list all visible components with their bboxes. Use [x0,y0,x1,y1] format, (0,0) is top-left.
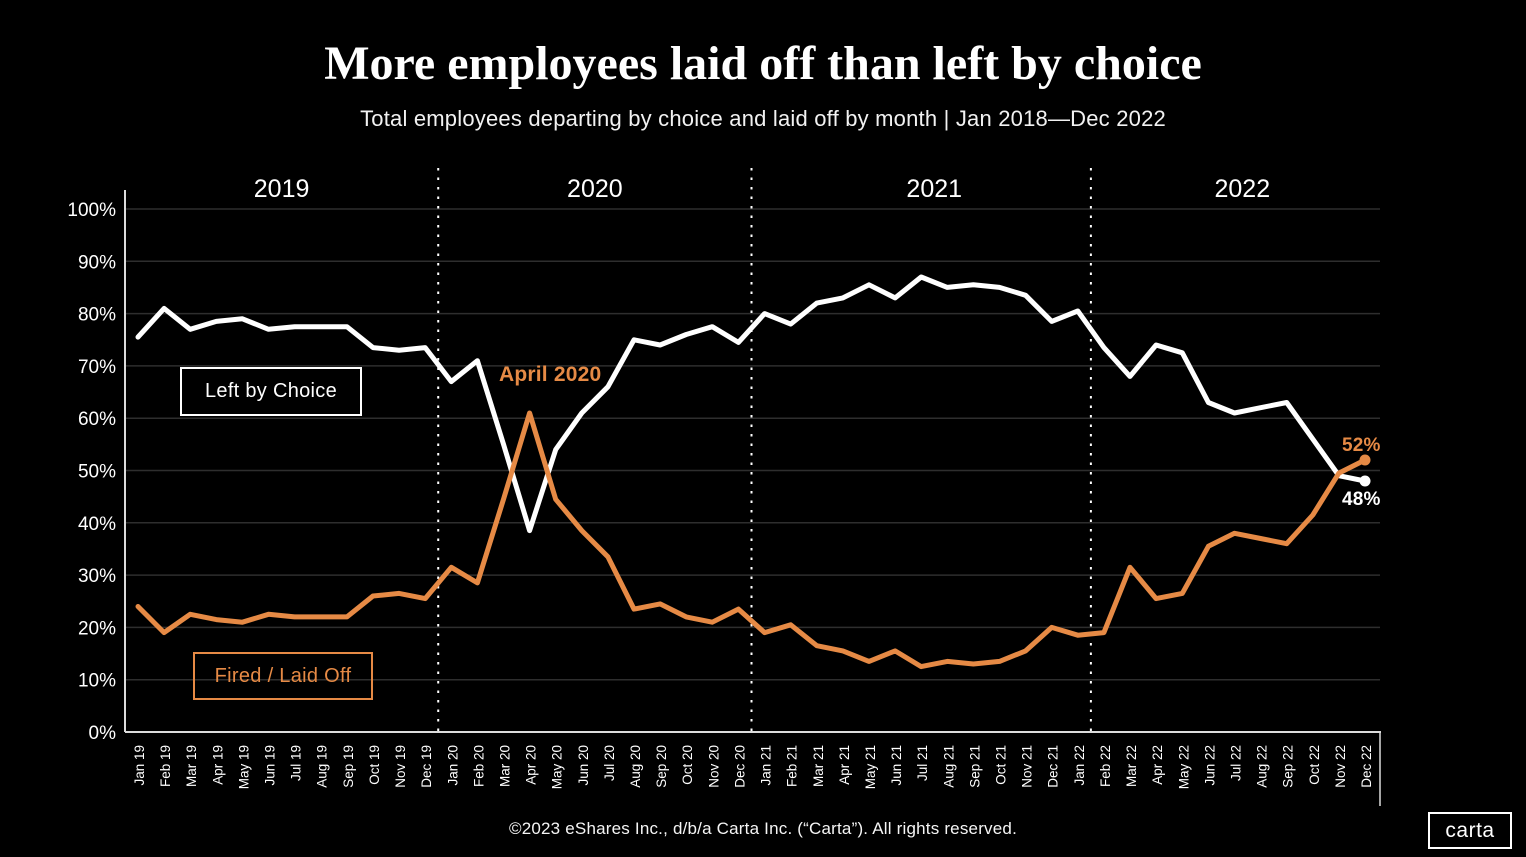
x-tick-label: Mar 22 [1124,745,1139,787]
page-title: More employees laid off than left by cho… [324,37,1202,90]
x-tick-label: May 20 [550,745,565,789]
year-label: 2022 [1214,175,1270,203]
fired-laid-off-end-dot [1359,454,1371,466]
y-tick-label: 10% [78,671,116,692]
left-by-choice-end-dot [1359,475,1371,487]
legend-left-by-choice: Left by Choice [180,367,362,416]
year-label: 2020 [567,175,623,203]
x-tick-label: Nov 20 [706,745,721,788]
y-tick-label: 80% [78,305,116,326]
page-subtitle: Total employees departing by choice and … [360,106,1166,131]
x-tick-label: Nov 21 [1020,745,1035,788]
carta-logo: carta [1428,812,1512,849]
y-tick-label: 40% [78,514,116,535]
x-tick-label: Jun 19 [263,745,278,786]
x-tick-label: Sep 19 [341,745,356,788]
legend-fired-laid-off-label: Fired / Laid Off [214,664,352,687]
year-label: 2019 [254,175,310,203]
legend-left-by-choice-label: Left by Choice [204,380,338,402]
x-tick-label: Apr 22 [1150,745,1165,785]
x-tick-label: Nov 22 [1333,745,1348,788]
x-tick-label: Apr 21 [837,745,852,785]
x-tick-label: Oct 21 [994,745,1009,785]
end-value-fired-laid-off: 52% [1342,435,1381,456]
x-tick-label: Aug 19 [315,745,330,788]
fired-laid-off-line [135,410,1368,670]
x-tick-label: Feb 22 [1098,745,1113,787]
x-tick-label: Mar 21 [811,745,826,787]
x-tick-label: Feb 19 [158,745,173,787]
y-tick-label: 90% [78,252,116,273]
y-tick-label: 70% [78,357,116,378]
x-tick-label: Dec 22 [1359,745,1374,788]
y-tick-label: 50% [78,462,116,483]
x-tick-label: Sep 22 [1281,745,1296,788]
x-tick-label: Dec 21 [1046,745,1061,788]
x-tick-label: Aug 22 [1255,745,1270,788]
y-tick-label: 0% [89,723,117,744]
x-tick-label: May 19 [236,745,251,789]
y-tick-label: 60% [78,409,116,430]
y-tick-label: 30% [78,566,116,587]
x-tick-label: Oct 22 [1307,745,1322,785]
y-tick-label: 100% [67,200,116,221]
x-tick-label: Dec 20 [732,745,747,788]
x-tick-label: Jan 19 [132,745,147,786]
x-tick-label: Oct 20 [680,745,695,785]
x-tick-label: Sep 20 [654,745,669,788]
copyright-footer: ©2023 eShares Inc., d/b/a Carta Inc. (“C… [508,819,1017,838]
x-tick-label: Jan 20 [445,745,460,786]
x-tick-label: Dec 19 [419,745,434,788]
x-tick-label: Mar 20 [497,745,512,787]
x-tick-label: Jul 19 [289,745,304,781]
x-tick-label: Jun 20 [576,745,591,786]
x-tick-label: Apr 19 [210,745,225,785]
x-tick-label: Jul 22 [1228,745,1243,781]
year-label: 2021 [906,175,962,203]
x-tick-label: Jun 21 [889,745,904,786]
x-tick-label: Jul 21 [915,745,930,781]
x-tick-label: Aug 20 [628,745,643,788]
x-tick-label: Nov 19 [393,745,408,788]
x-tick-label: Jun 22 [1202,745,1217,786]
x-tick-label: Oct 19 [367,745,382,785]
x-tick-label: Jul 20 [602,745,617,781]
x-tick-label: Feb 21 [785,745,800,787]
x-tick-label: Jan 21 [759,745,774,786]
left-by-choice-line [135,274,1368,534]
x-tick-label: Sep 21 [967,745,982,788]
x-tick-label: May 21 [863,745,878,789]
x-tick-label: Jan 22 [1072,745,1087,786]
x-tick-label: Mar 19 [184,745,199,787]
carta-logo-text: carta [1445,818,1495,842]
legend-fired-laid-off: Fired / Laid Off [193,652,373,700]
x-tick-label: May 22 [1176,745,1191,789]
x-tick-label: Apr 20 [524,745,539,785]
y-tick-label: 20% [78,618,116,639]
annotation-april-2020: April 2020 [499,363,602,386]
x-tick-label: Feb 20 [471,745,486,787]
x-tick-label: Aug 21 [941,745,956,788]
end-value-left-by-choice: 48% [1342,489,1381,510]
